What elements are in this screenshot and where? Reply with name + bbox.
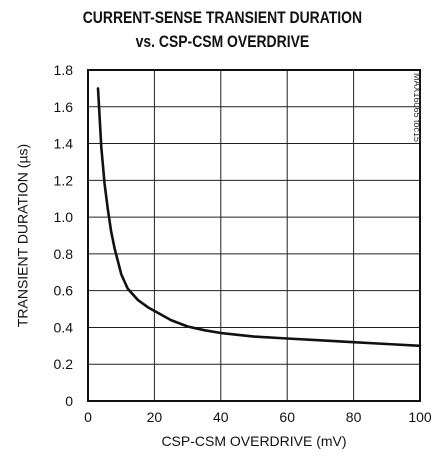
y-tick-label: 0.4: [54, 319, 74, 335]
chart-title-line-1: CURRENT-SENSE TRANSIENT DURATION: [82, 8, 363, 27]
y-tick-label: 0.6: [54, 283, 74, 299]
x-tick-label: 60: [279, 409, 295, 425]
y-tick-label: 1.6: [54, 99, 74, 115]
y-axis-label: TRANSIENT DURATION (µs): [15, 144, 31, 327]
y-tick-label: 0.2: [54, 356, 74, 372]
x-tick-label: 20: [147, 409, 163, 425]
x-tick-label: 80: [346, 409, 362, 425]
x-axis-label: CSP-CSM OVERDRIVE (mV): [161, 433, 346, 449]
tick-labels: 0 20 40 60 80 100 0 0.2 0.4 0.6 0.8 1.0 1.2 1.4 1.6 1.8: [54, 62, 432, 425]
y-tick-label: 1.0: [54, 209, 74, 225]
x-tick-label: 40: [213, 409, 229, 425]
grid-lines: [88, 70, 420, 401]
plot-frame: [87, 69, 421, 402]
series-line: [96, 87, 422, 348]
chart-title-line-2: vs. CSP-CSM OVERDRIVE: [135, 32, 310, 51]
y-tick-label: 1.2: [54, 172, 74, 188]
y-tick-label: 0.8: [54, 246, 74, 262]
figure-code: MAX16065 toc15: [412, 73, 422, 142]
y-tick-label: 1.4: [54, 136, 74, 152]
y-tick-label: 1.8: [54, 62, 74, 78]
y-tick-label: 0: [65, 393, 73, 409]
x-tick-label: 0: [84, 409, 92, 425]
x-tick-label: 100: [408, 409, 432, 425]
